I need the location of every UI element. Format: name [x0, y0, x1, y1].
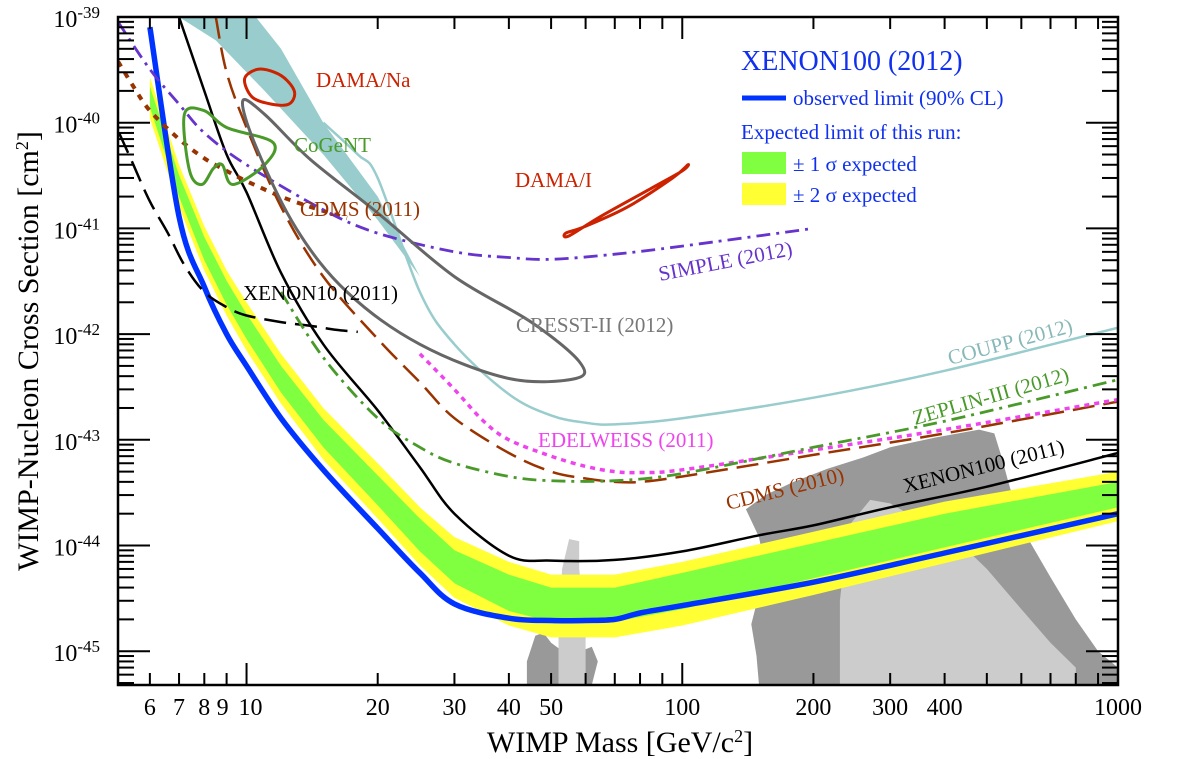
axis-tick-labels: 6 7 8 9 10 20 30 40 50 100 200 300 400 1000 10-39 10-40…	[53, 3, 1142, 722]
curve-simple-2012	[118, 21, 814, 261]
x-axis-title: WIMP Mass [GeV/c2]	[487, 726, 753, 759]
label-dama-na: DAMA/Na	[316, 68, 411, 92]
x-tick-label: 200	[795, 695, 831, 721]
contour-regions	[182, 67, 691, 384]
legend-title: XENON100 (2012)	[741, 46, 963, 77]
x-tick-label: 8	[198, 695, 210, 721]
label-dama-i: DAMA/I	[515, 168, 592, 192]
limit-curves	[118, 17, 1118, 624]
x-tick-label: 400	[927, 695, 963, 721]
x-tick-label: 20	[366, 695, 390, 721]
legend-one-sigma-label: ± 1 σ expected	[793, 152, 917, 176]
contour-dama-i	[562, 163, 691, 239]
legend-observed-label: observed limit (90% CL)	[793, 86, 1004, 110]
contour-cogent	[182, 106, 277, 187]
x-tick-label: 1000	[1094, 695, 1142, 721]
label-cogent: CoGeNT	[294, 133, 371, 157]
y-tick-label: 10-40	[53, 108, 100, 139]
curve-edelweiss-2011	[418, 352, 1118, 475]
x-tick-label: 6	[144, 695, 156, 721]
label-edelweiss-2011: EDELWEISS (2011)	[538, 428, 714, 452]
contour-cresst-ii-2012	[240, 98, 587, 384]
x-tick-label: 300	[872, 695, 908, 721]
x-tick-label: 40	[497, 695, 521, 721]
expected-bands	[149, 77, 1118, 638]
label-cresst-ii-2012: CRESST-II (2012)	[516, 313, 673, 337]
curve-xenon100-2011	[177, 17, 1118, 563]
legend-two-sigma-label: ± 2 σ expected	[793, 183, 917, 207]
y-tick-label: 10-44	[53, 531, 100, 562]
curve-xenon10-2011	[118, 132, 358, 334]
x-tick-label: 7	[173, 695, 185, 721]
curve-xenon100-2012-observed	[147, 26, 1118, 624]
y-tick-label: 10-45	[53, 637, 100, 668]
legend-one-sigma-swatch	[742, 152, 786, 174]
y-axis-title: WIMP-Nucleon Cross Section [cm2]	[12, 131, 45, 571]
y-tick-label: 10-41	[53, 214, 100, 245]
legend-two-sigma-swatch	[742, 183, 786, 205]
y-tick-label: 10-43	[53, 425, 100, 456]
contour-dama-na	[242, 67, 297, 107]
x-tick-label: 100	[664, 695, 700, 721]
curve-cdms-2010	[214, 17, 1118, 484]
y-tick-label: 10-42	[53, 320, 100, 351]
curve-cdms-2011	[118, 60, 348, 221]
plot-area	[118, 17, 1118, 685]
y-tick-label: 10-39	[53, 3, 100, 34]
x-tick-label: 30	[442, 695, 466, 721]
legend-expected-header: Expected limit of this run:	[741, 120, 961, 144]
curve-coupp-2012	[322, 121, 1118, 426]
x-tick-label: 9	[217, 695, 229, 721]
axis-ticks	[118, 16, 1119, 685]
x-tick-label: 50	[539, 695, 563, 721]
curve-zeplin-iii-2012	[279, 291, 1118, 483]
label-cdms-2011: CDMS (2011)	[300, 197, 420, 221]
legend: XENON100 (2012) observed limit (90% CL) …	[741, 46, 1004, 207]
x-tick-label: 10	[239, 695, 263, 721]
label-xenon10-2011: XENON10 (2011)	[243, 281, 398, 305]
